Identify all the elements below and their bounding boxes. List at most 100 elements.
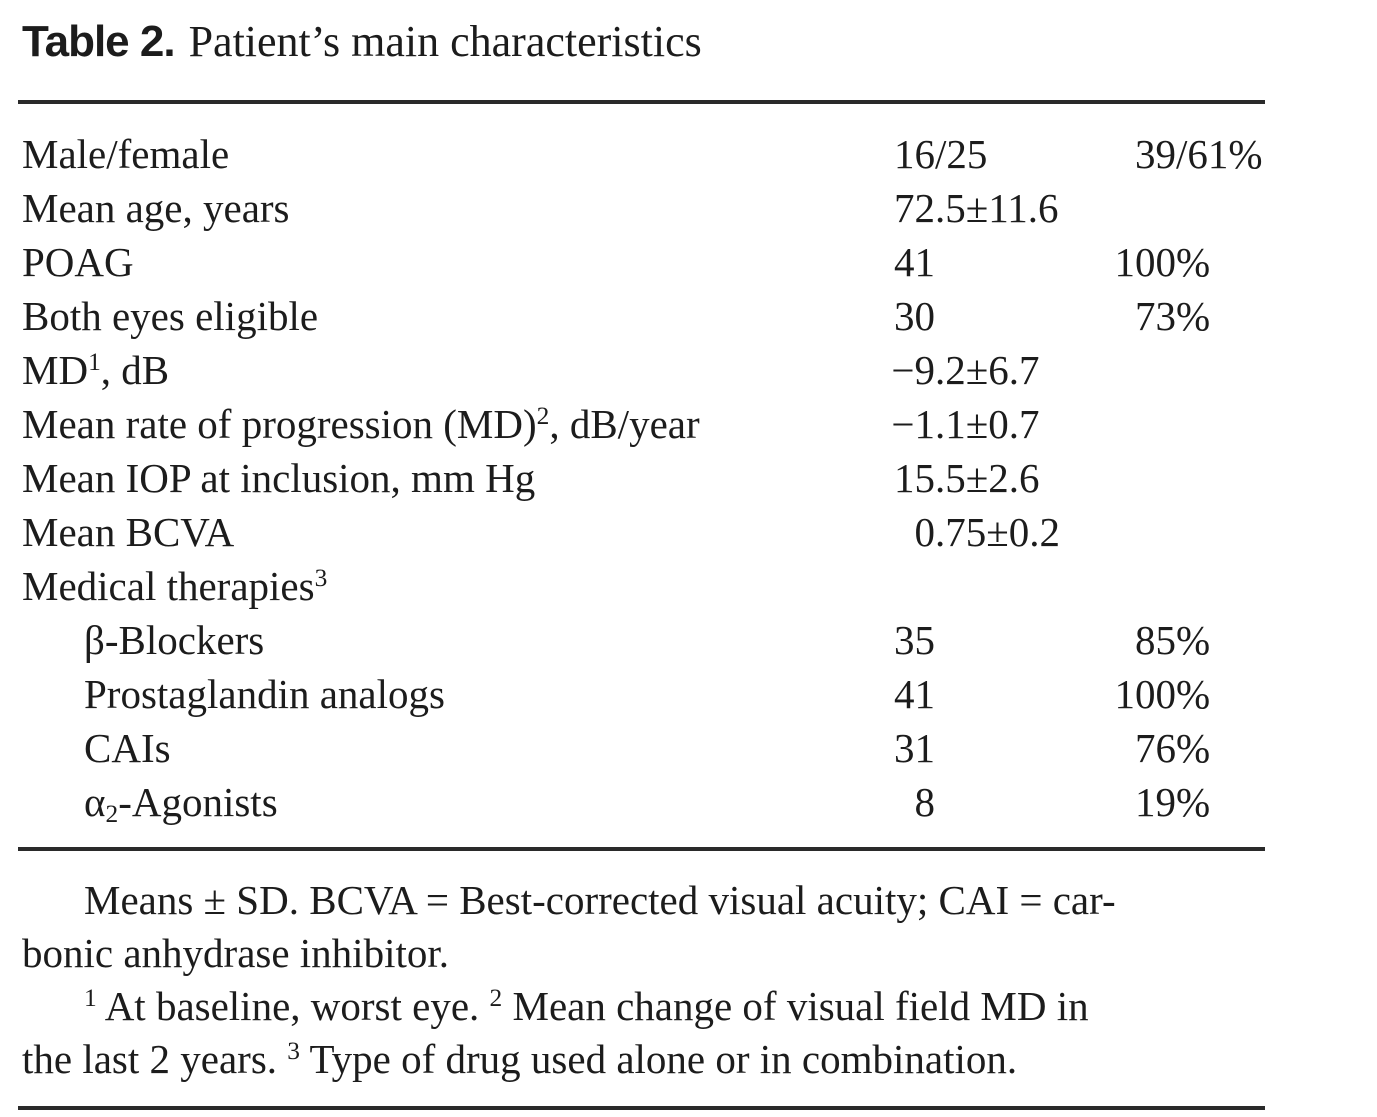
row-label: MD1, dB xyxy=(22,346,169,394)
text-run: Mean rate of progression (MD) xyxy=(22,401,537,447)
row-value-int: 0 xyxy=(914,509,936,555)
text-run: MD xyxy=(22,347,89,393)
row-value-rest: /25 xyxy=(935,131,988,177)
table-row: Medical therapies3 xyxy=(0,559,1377,613)
text-run: Type of drug used alone or in combinatio… xyxy=(299,1036,1018,1082)
text-run: , dB/year xyxy=(549,401,700,447)
row-percent-int: 100 xyxy=(1114,671,1177,717)
row-label: Male/female xyxy=(22,130,229,178)
text-run: Mean age, years xyxy=(22,185,290,231)
text-run: Male/female xyxy=(22,131,230,177)
row-percent-rest: /61% xyxy=(1176,131,1263,177)
footnote-line: Means ± SD. BCVA = Best-corrected visual… xyxy=(0,874,1340,927)
table-row: α2-Agonists 8 19% xyxy=(0,775,1377,829)
row-percent-rest: % xyxy=(1176,725,1211,771)
row-value-int: 31 xyxy=(894,725,935,771)
row-label: α2-Agonists xyxy=(84,778,278,828)
table-row: Mean rate of progression (MD)2, dB/year −… xyxy=(0,397,1377,451)
table-row: Mean IOP at inclusion, mm Hg 15.5±2.6 xyxy=(0,451,1377,505)
footnote-line: the last 2 years. 3 Type of drug used al… xyxy=(0,1033,1340,1086)
row-value-int: 41 xyxy=(894,239,935,285)
row-value-rest: .75±0.2 xyxy=(935,509,1061,555)
row-percent-rest: % xyxy=(1176,239,1211,285)
row-value-rest: .5±11.6 xyxy=(935,185,1059,231)
table-bottom-rule xyxy=(18,847,1265,851)
table-number-label: Table 2. xyxy=(22,17,176,66)
row-value-int: 30 xyxy=(894,293,935,339)
text-run: Mean change of visual field MD in xyxy=(502,983,1089,1029)
text-run: the last 2 years. xyxy=(22,1036,288,1082)
table-row: POAG 41 100% xyxy=(0,235,1377,289)
table-row: Mean age, years 72.5±11.6 xyxy=(0,181,1377,235)
row-value-int: 35 xyxy=(894,617,935,663)
table-row: Mean BCVA 0.75±0.2 xyxy=(0,505,1377,559)
superscript-marker: 2 xyxy=(489,984,503,1013)
text-run: -Agonists xyxy=(118,779,278,825)
text-run: CAIs xyxy=(84,725,171,771)
row-value-rest: .1±0.7 xyxy=(935,401,1040,447)
row-percent-int: 73 xyxy=(1135,293,1176,339)
row-value-int: 15 xyxy=(894,455,935,501)
row-percent-rest: % xyxy=(1176,293,1211,339)
text-run: Both eyes eligible xyxy=(22,293,319,339)
table-body: Male/female 16/25 39/61% Mean age, years 72.… xyxy=(0,127,1377,829)
row-percent-rest: % xyxy=(1176,671,1211,717)
text-run: Mean IOP at inclusion, mm Hg xyxy=(22,455,536,501)
table-row: CAIs 31 76% xyxy=(0,721,1377,775)
row-value-rest: .2±6.7 xyxy=(935,347,1040,393)
row-label: Both eyes eligible xyxy=(22,292,318,340)
row-value-int: 8 xyxy=(914,779,936,825)
superscript-marker: 1 xyxy=(84,984,97,1013)
row-value-int: 16 xyxy=(894,131,935,177)
row-percent-int: 85 xyxy=(1135,617,1176,663)
text-run: Prostaglandin analogs xyxy=(84,671,445,717)
table-footnotes: Means ± SD. BCVA = Best-corrected visual… xyxy=(0,874,1340,1086)
subscript-marker: 2 xyxy=(105,799,119,828)
text-run: Means ± SD. BCVA = Best-corrected visual… xyxy=(84,877,1116,923)
table-title-text: Patient’s main characteristics xyxy=(188,17,702,66)
row-value-int: −9 xyxy=(891,347,935,393)
footnote-line: bonic anhydrase inhibitor. xyxy=(0,927,1340,980)
text-run: At baseline, worst eye. xyxy=(96,983,490,1029)
row-value-rest: .5±2.6 xyxy=(935,455,1040,501)
row-label: β-Blockers xyxy=(84,616,264,664)
row-percent-int: 39 xyxy=(1135,131,1176,177)
text-run: bonic anhydrase inhibitor. xyxy=(22,930,449,976)
table-row: Both eyes eligible 30 73% xyxy=(0,289,1377,343)
row-percent-rest: % xyxy=(1176,779,1211,825)
row-label: Prostaglandin analogs xyxy=(84,670,445,718)
text-run: Mean BCVA xyxy=(22,509,235,555)
row-label: Medical therapies3 xyxy=(22,562,327,610)
table-row: MD1, dB −9.2±6.7 xyxy=(0,343,1377,397)
table-top-rule xyxy=(18,100,1265,104)
superscript-marker: 1 xyxy=(88,348,101,377)
row-label: Mean BCVA xyxy=(22,508,234,556)
row-value-int: 41 xyxy=(894,671,935,717)
table-row: β-Blockers 35 85% xyxy=(0,613,1377,667)
row-label: Mean IOP at inclusion, mm Hg xyxy=(22,454,535,502)
row-label: Mean rate of progression (MD)2, dB/year xyxy=(22,400,700,448)
text-run: POAG xyxy=(22,239,134,285)
row-label: POAG xyxy=(22,238,134,286)
row-percent-int: 19 xyxy=(1135,779,1176,825)
row-percent-int: 100 xyxy=(1114,239,1177,285)
footnote-line: 1 At baseline, worst eye. 2 Mean change … xyxy=(0,980,1340,1033)
text-run: Medical therapies xyxy=(22,563,315,609)
text-run: β-Blockers xyxy=(84,617,265,663)
superscript-marker: 2 xyxy=(536,402,550,431)
table-caption: Table 2. Patient’s main characteristics xyxy=(22,16,702,67)
row-value-int: −1 xyxy=(891,401,935,447)
row-percent-int: 76 xyxy=(1135,725,1176,771)
table-row: Prostaglandin analogs 41 100% xyxy=(0,667,1377,721)
superscript-marker: 3 xyxy=(287,1037,300,1066)
text-run: α xyxy=(84,779,106,825)
row-label: Mean age, years xyxy=(22,184,290,232)
text-run: , dB xyxy=(100,347,170,393)
row-value-int: 72 xyxy=(894,185,935,231)
row-label: CAIs xyxy=(84,724,171,772)
superscript-marker: 3 xyxy=(314,564,328,593)
footnote-bottom-rule xyxy=(18,1106,1265,1110)
table-row: Male/female 16/25 39/61% xyxy=(0,127,1377,181)
row-percent-rest: % xyxy=(1176,617,1211,663)
